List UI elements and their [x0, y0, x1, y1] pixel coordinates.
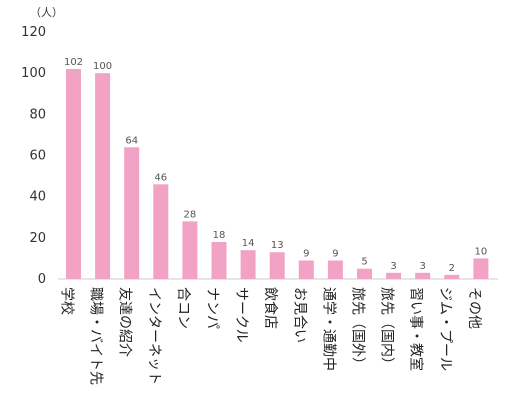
category-label: 旅先（国内）: [379, 287, 395, 371]
category-label: 旅先（国外）: [350, 287, 366, 371]
y-tick-label: 20: [29, 231, 46, 246]
bar: [327, 260, 343, 279]
category-labels: 学校 職場・バイト先 友達の紹介 インターネット 合コン ナンパ サークル 飲食店 お見合い 通学…: [59, 287, 482, 385]
bar: [211, 241, 227, 279]
data-label: 10: [475, 246, 488, 257]
data-label: 9: [303, 248, 309, 259]
data-label: 100: [93, 61, 112, 72]
data-label: 2: [449, 263, 455, 274]
y-tick-label: 100: [21, 66, 46, 81]
data-label: 102: [64, 57, 83, 68]
bar: [95, 73, 111, 280]
category-label: 合コン: [175, 287, 191, 329]
bar: [357, 268, 372, 279]
category-label: ジム・プール: [437, 287, 453, 371]
data-label: 3: [390, 261, 396, 272]
category-label: 職場・バイト先: [88, 287, 104, 385]
category-label: お見合い: [291, 287, 307, 343]
bar: [269, 252, 285, 279]
data-label: 18: [213, 230, 226, 241]
bar: [182, 221, 198, 279]
bar: [240, 250, 256, 279]
data-label: 64: [125, 135, 138, 146]
category-label: 通学・通勤中: [320, 287, 336, 371]
category-label: 飲食店: [262, 287, 279, 329]
data-label: 5: [361, 257, 367, 268]
y-tick-label: 120: [21, 25, 46, 40]
bar: [153, 184, 169, 279]
data-label: 13: [271, 240, 284, 251]
data-label: 9: [332, 248, 338, 259]
bar: [298, 260, 314, 279]
bar: [415, 272, 431, 279]
category-label: インターネット: [146, 287, 162, 385]
y-tick-label: 40: [29, 190, 46, 205]
y-axis-ticks: 0 20 40 60 80 100 120: [21, 25, 46, 287]
category-label: ナンパ: [204, 287, 220, 329]
bar: [124, 147, 140, 279]
category-label: サークル: [233, 287, 249, 343]
bar: [444, 274, 460, 279]
y-axis-unit: （人）: [30, 6, 63, 19]
data-label: 46: [154, 172, 167, 183]
category-label: 学校: [59, 287, 76, 315]
bar: [66, 69, 81, 279]
bar: [386, 272, 402, 279]
y-tick-label: 60: [29, 149, 46, 164]
category-label: 習い事・教室: [408, 287, 425, 371]
data-label: 3: [420, 261, 426, 272]
data-label: 14: [242, 238, 255, 249]
y-tick-label: 80: [29, 107, 46, 122]
bars: [66, 69, 489, 280]
data-labels: 102 100 64 46 28 18 14 13 9 9 5 3 3 2 10: [64, 57, 487, 274]
category-label: 友達の紹介: [117, 287, 133, 357]
y-tick-label: 0: [38, 272, 46, 287]
category-label: その他: [466, 287, 482, 329]
bar: [473, 258, 489, 279]
data-label: 28: [184, 209, 197, 220]
